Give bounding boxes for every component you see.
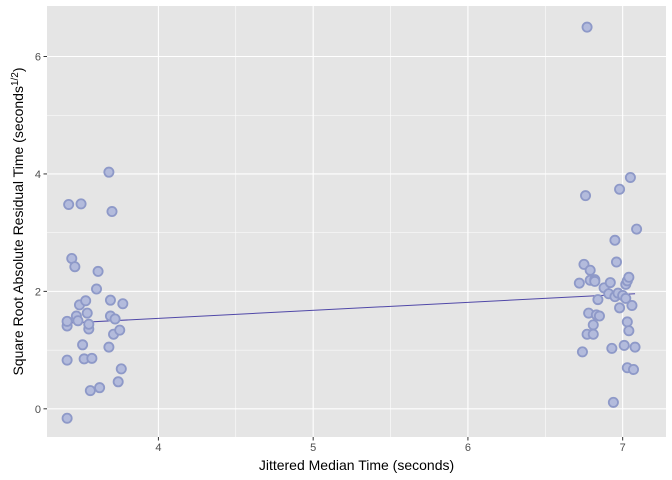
- data-point: [631, 223, 643, 235]
- data-point: [626, 299, 638, 311]
- data-point: [94, 382, 106, 394]
- y-tick-label: 4: [35, 169, 41, 181]
- data-point: [75, 198, 87, 210]
- data-point: [623, 325, 635, 337]
- data-point: [103, 166, 115, 178]
- data-point: [77, 339, 89, 351]
- data-point: [629, 341, 641, 353]
- data-point: [573, 277, 585, 289]
- data-point: [587, 319, 599, 331]
- data-point: [103, 341, 115, 353]
- data-point: [606, 342, 618, 354]
- y-axis-title-superscript: 1/2: [10, 72, 21, 86]
- data-point: [592, 294, 604, 306]
- y-tick-label: 6: [35, 51, 41, 63]
- data-point: [109, 313, 121, 325]
- data-point: [114, 324, 126, 336]
- data-point: [69, 261, 81, 273]
- data-point: [610, 256, 622, 268]
- data-point: [604, 277, 616, 289]
- data-point: [614, 183, 626, 195]
- y-tick-label: 2: [35, 286, 41, 298]
- data-point: [580, 190, 592, 202]
- plot-panel: [47, 6, 666, 437]
- data-point: [61, 315, 73, 327]
- data-point: [587, 328, 599, 340]
- trend-line: [67, 293, 636, 324]
- data-point: [61, 354, 73, 366]
- data-point: [80, 295, 92, 307]
- trend-line-layer: [67, 293, 636, 324]
- gridlines: [47, 6, 666, 437]
- data-point: [628, 363, 640, 375]
- y-axis-title-close: ): [10, 67, 26, 72]
- data-point: [61, 412, 73, 424]
- x-tick-label: 5: [310, 442, 316, 454]
- data-point: [84, 385, 96, 397]
- data-point: [117, 298, 129, 310]
- data-point: [581, 21, 593, 33]
- x-tick-label: 6: [465, 442, 471, 454]
- data-point: [83, 318, 95, 330]
- x-tick-label: 7: [620, 442, 626, 454]
- data-point: [112, 376, 124, 388]
- data-point: [623, 271, 635, 283]
- data-point: [620, 292, 632, 304]
- data-point: [104, 294, 116, 306]
- y-axis-title: Square Root Absolute Residual Time (seco…: [10, 67, 26, 375]
- data-point: [106, 206, 118, 218]
- data-point: [589, 275, 601, 287]
- y-axis-title-main: Square Root Absolute Residual Time (seco…: [10, 86, 26, 376]
- data-point: [607, 396, 619, 408]
- data-point: [614, 302, 626, 314]
- data-point: [115, 363, 127, 375]
- axis-ticks: 4 5 6 7 0 2 4 6: [35, 51, 626, 454]
- data-point: [81, 307, 93, 319]
- data-point: [91, 283, 103, 295]
- data-point: [624, 171, 636, 183]
- data-point: [72, 315, 84, 327]
- x-tick-label: 4: [155, 442, 161, 454]
- data-point: [576, 346, 588, 358]
- data-points: [61, 21, 643, 424]
- x-axis-title: Jittered Median Time (seconds): [259, 457, 454, 473]
- data-point: [92, 265, 104, 277]
- y-tick-label: 0: [35, 404, 41, 416]
- data-point: [593, 310, 605, 322]
- data-point: [86, 352, 98, 364]
- data-point: [63, 198, 75, 210]
- data-point: [609, 234, 621, 246]
- data-point: [621, 316, 633, 328]
- data-point: [584, 264, 596, 276]
- data-point: [618, 339, 630, 351]
